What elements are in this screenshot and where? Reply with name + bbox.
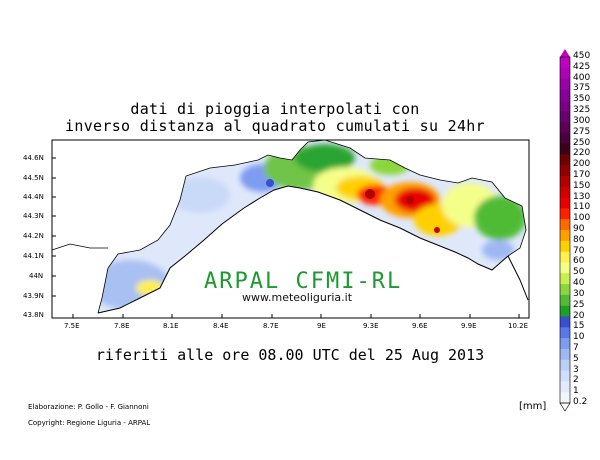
lon-label: 8.7E xyxy=(263,322,279,330)
map-title-line1: dati di pioggia interpolati con xyxy=(130,100,420,118)
watermark-site: www.meteoliguria.it xyxy=(242,291,353,304)
lon-label: 9E xyxy=(317,322,326,330)
legend-label: 3 xyxy=(573,364,579,375)
legend-label: 70 xyxy=(573,245,585,256)
legend-label: 200 xyxy=(573,159,591,170)
legend-label: 300 xyxy=(573,115,591,126)
lon-label: 7.5E xyxy=(64,322,80,330)
lat-label: 43.8N xyxy=(23,311,44,319)
legend-label: 25 xyxy=(573,299,585,310)
coastline xyxy=(97,185,509,314)
lon-label: 10.2E xyxy=(508,322,529,330)
unit-label: [mm] xyxy=(519,401,547,412)
lat-label: 44.3N xyxy=(23,212,44,220)
legend-label: 20 xyxy=(573,310,585,321)
legend-label: 2 xyxy=(573,375,579,386)
france-border xyxy=(51,243,108,251)
lon-label: 9.6E xyxy=(412,322,428,330)
legend-label: 1 xyxy=(573,386,579,397)
map-subtitle: riferiti alle ore 08.00 UTC del 25 Aug 2… xyxy=(95,346,485,364)
lon-label: 9.3E xyxy=(363,322,379,330)
watermark-org: ARPAL CFMI-RL xyxy=(204,269,403,294)
legend-label: 325 xyxy=(573,105,591,116)
lat-label: 44.2N xyxy=(23,232,44,240)
legend-label: 250 xyxy=(573,137,591,148)
legend-label: 275 xyxy=(573,126,591,137)
legend-label: 5 xyxy=(573,353,579,364)
lon-label: 7.8E xyxy=(114,322,130,330)
legend-label: 80 xyxy=(573,234,585,245)
credit-copyright: Copyright: Regione Liguria - ARPAL xyxy=(28,419,151,427)
legend-label: 425 xyxy=(573,61,591,72)
lat-label: 43.9N xyxy=(23,292,44,300)
legend-label: 15 xyxy=(573,321,585,332)
lon-label: 8.4E xyxy=(213,322,229,330)
legend-label: 170 xyxy=(573,169,591,180)
legend-label: 60 xyxy=(573,256,585,267)
legend-label: 7 xyxy=(573,342,579,353)
legend-label: 100 xyxy=(573,213,591,224)
legend-label: 130 xyxy=(573,191,591,202)
lon-label: 9.9E xyxy=(461,322,477,330)
legend-label: 30 xyxy=(573,288,585,299)
legend-label: 450 xyxy=(573,51,591,61)
legend-label: 350 xyxy=(573,94,591,105)
legend-label: 110 xyxy=(573,202,591,213)
legend-label: 50 xyxy=(573,267,585,278)
region-border xyxy=(97,139,527,314)
legend-label: 400 xyxy=(573,72,591,83)
credit-authors: Elaborazione: P. Gollo - F. Giannoni xyxy=(28,403,149,411)
lat-label: 44.6N xyxy=(23,154,44,162)
lat-label: 44.1N xyxy=(23,252,44,260)
lat-label: 44N xyxy=(29,272,44,280)
map-title-line2: inverso distanza al quadrato cumulati su… xyxy=(65,117,485,135)
lat-label: 44.4N xyxy=(23,193,44,201)
legend-label: 375 xyxy=(573,83,591,94)
legend-label: 90 xyxy=(573,224,585,234)
lon-label: 8.1E xyxy=(163,322,179,330)
sea-border xyxy=(507,255,529,301)
legend-label: 0.2 xyxy=(573,397,588,407)
legend-label: 220 xyxy=(573,148,591,159)
legend-label: 10 xyxy=(573,332,585,343)
legend-label: 40 xyxy=(573,278,585,289)
lat-label: 44.5N xyxy=(23,174,44,182)
legend-label: 150 xyxy=(573,180,591,191)
